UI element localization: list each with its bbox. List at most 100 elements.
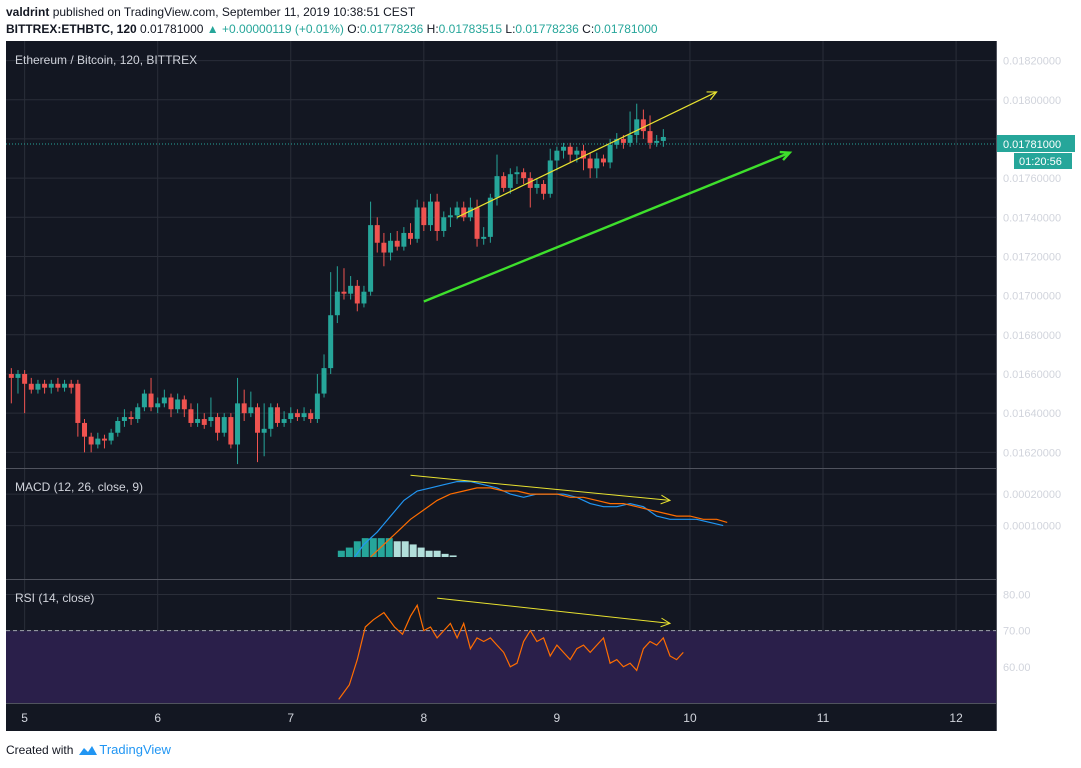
candle-body: [261, 428, 267, 433]
pane-separators: [6, 41, 997, 731]
price-tick-label: 0.01700000: [1003, 291, 1061, 303]
author-name[interactable]: valdrint: [6, 5, 50, 19]
macd-hist-bar: [449, 555, 457, 557]
candle-body: [334, 291, 340, 316]
candle-body: [574, 150, 580, 155]
candle-body: [454, 207, 460, 216]
candle-body: [467, 207, 473, 218]
candle-body: [361, 291, 367, 304]
x-axis: 5 6 7 8 9 10 11 12: [21, 711, 963, 725]
candle-body: [228, 417, 234, 445]
macd-hist-bar: [393, 541, 401, 557]
candle-body: [188, 409, 194, 423]
price-tick-label: 0.01740000: [1003, 212, 1061, 224]
candle-body: [328, 315, 334, 369]
price-tick-label: 0.01640000: [1003, 408, 1061, 420]
candle-body: [447, 215, 453, 218]
macd-hist-bar: [385, 538, 393, 557]
candle-body: [235, 403, 241, 445]
candle-body: [82, 422, 88, 437]
close-value: 0.01781000: [594, 22, 658, 36]
open-value: 0.01778236: [359, 22, 424, 36]
candle-body: [627, 135, 633, 143]
candle-body: [381, 242, 387, 253]
x-tick-label: 12: [949, 711, 963, 725]
candles: [8, 103, 666, 465]
lower-trendline: [423, 151, 791, 303]
upper-trendline: [456, 91, 717, 218]
high-value: 0.01783515: [438, 22, 503, 36]
countdown-tag-text: 01:20:56: [1019, 156, 1062, 168]
change-value: +0.00000119 (+0.01%): [222, 22, 344, 36]
last-price-tag-text: 0.01781000: [1003, 139, 1061, 151]
candle-body: [175, 399, 181, 410]
candle-body: [600, 158, 606, 163]
candle-body: [394, 240, 400, 247]
candle-body: [148, 393, 154, 408]
candle-body: [42, 383, 48, 388]
candle-body: [201, 419, 207, 425]
candle-body: [461, 207, 467, 218]
candle-body: [660, 136, 666, 141]
x-tick-label: 8: [420, 711, 427, 725]
macd-divergence-line-arrowhead: [660, 494, 672, 505]
candle-body: [521, 172, 527, 179]
open-label: O:: [347, 22, 360, 36]
candle-body: [561, 146, 567, 151]
candle-body: [388, 240, 394, 253]
candle-body: [195, 419, 201, 423]
price-tick-label: 0.01760000: [1003, 173, 1061, 185]
candle-body: [541, 183, 547, 194]
rsi-band: [6, 630, 996, 703]
rsi-line: [338, 603, 684, 700]
published-text: published on TradingView.com, September …: [52, 5, 416, 19]
candle-body: [308, 413, 314, 420]
change-up-icon: ▲: [206, 22, 219, 36]
candle-body: [341, 291, 347, 294]
trendlines[interactable]: [410, 91, 793, 628]
last-price: 0.01781000: [140, 22, 204, 36]
tradingview-logo[interactable]: TradingView: [77, 742, 171, 757]
candle-body: [567, 146, 573, 155]
cloud-logo-icon: [79, 745, 98, 755]
candle-body: [374, 225, 380, 243]
candle-body: [314, 393, 320, 420]
footer: Created with TradingView: [6, 742, 171, 757]
macd-hist-bar: [369, 538, 377, 557]
symbol-label: BITTREX:ETHBTC, 120: [6, 22, 137, 36]
candle-body: [241, 403, 247, 414]
macd-hist-bar: [441, 553, 449, 557]
candle-body: [487, 197, 493, 237]
candle-body: [587, 158, 593, 169]
price-tick-label: 0.01820000: [1003, 56, 1061, 68]
created-with-text: Created with: [6, 742, 74, 757]
publish-line: valdrint published on TradingView.com, S…: [6, 5, 415, 19]
macd-hist-bar: [337, 550, 345, 557]
candle-body: [581, 150, 586, 159]
macd-tick-label: 0.00020000: [1003, 489, 1061, 501]
macd-tick-label: 0.00010000: [1003, 521, 1061, 533]
main-pane-title: Ethereum / Bitcoin, 120, BITTREX: [15, 53, 197, 67]
candle-body: [354, 285, 360, 304]
chart-background: [6, 41, 996, 731]
candle-body: [161, 397, 167, 404]
candle-body: [507, 174, 513, 188]
candle-body: [108, 432, 114, 441]
candle-body: [527, 178, 533, 188]
candle-body: [441, 217, 447, 231]
last-price-tag: [997, 135, 1075, 152]
low-label: L:: [505, 22, 516, 36]
candle-body: [115, 420, 121, 433]
price-tick-label: 0.01620000: [1003, 447, 1061, 459]
candle-body: [294, 413, 300, 418]
x-tick-label: 7: [287, 711, 294, 725]
candle-body: [62, 383, 68, 388]
candle-body: [28, 383, 34, 390]
candle-body: [368, 225, 374, 292]
candle-body: [215, 417, 221, 433]
candle-body: [547, 160, 553, 194]
rsi-divergence-line: [437, 597, 671, 624]
candle-body: [75, 383, 81, 423]
lower-trendline-arrowhead: [779, 150, 793, 161]
